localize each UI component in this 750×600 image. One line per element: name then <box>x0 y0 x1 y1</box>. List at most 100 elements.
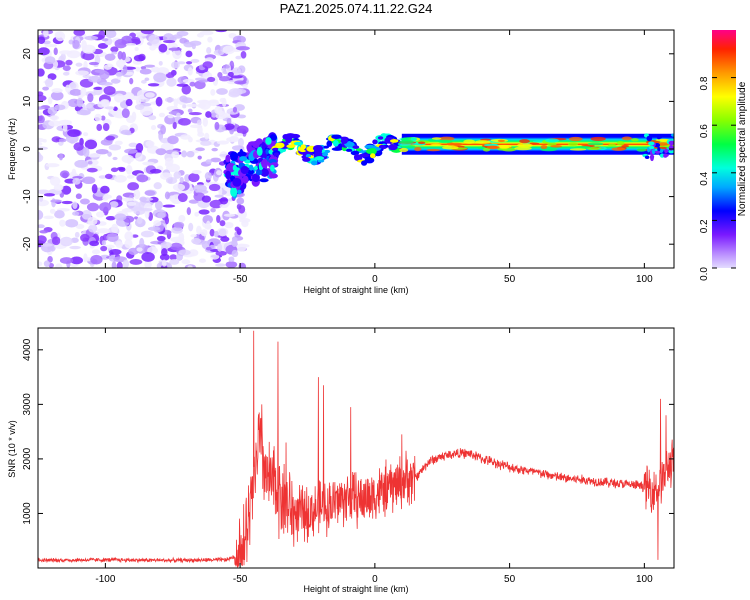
spectrogram-noise-blob <box>117 51 123 60</box>
spectrogram-noise-blob <box>172 183 186 191</box>
spectrogram-noise-blob <box>88 61 100 66</box>
spectrogram-tail-blob <box>657 146 661 152</box>
spectrogram-noise-blob <box>142 161 155 166</box>
spectrogram-wave-blob <box>314 156 325 161</box>
snr-xtick-label-4: 100 <box>636 574 653 585</box>
spectrogram-noise-blob <box>219 97 226 103</box>
spectrogram-noise-blob <box>148 34 160 45</box>
spectrogram-noise-blob <box>105 30 117 39</box>
spectrogram-noise-blob <box>220 236 230 242</box>
spectrogram-band-blob <box>431 137 442 140</box>
spectrogram-noise-blob <box>90 254 103 265</box>
snr-xtick-label-2: 0 <box>372 574 378 585</box>
spectrogram-noise-blob <box>58 153 64 161</box>
spectrogram-noise-blob <box>121 154 134 164</box>
spectrogram-noise-blob <box>38 142 43 146</box>
spectrogram-noise-blob <box>123 64 128 75</box>
spectrogram-noise-blob <box>96 228 111 234</box>
colorbar-tick-label-2: 0.4 <box>699 171 710 185</box>
spectrogram-noise-blob <box>38 110 42 117</box>
spectrogram-noise-blob <box>188 199 199 204</box>
spectrogram-noise-blob <box>75 223 85 230</box>
spectrogram-noise-blob <box>236 125 249 135</box>
spectrogram-cluster-blob <box>247 169 255 175</box>
spectrogram-noise-blob <box>222 45 235 55</box>
spectrogram-noise-blob <box>75 70 89 76</box>
snr-axes: -100 -50 0 50 100 1000 2000 3000 4000 <box>22 328 674 585</box>
spectrogram-noise-blob <box>114 174 127 183</box>
spectrogram-noise-blob <box>196 225 202 235</box>
spectrogram-noise-blob <box>82 52 95 61</box>
spectrogram-noise-blob <box>134 104 145 110</box>
snr-xtick-label-3: 50 <box>504 574 516 585</box>
spectrogram-tail-blob <box>670 133 674 137</box>
spectrogram-noise-blob <box>173 98 178 108</box>
spectrogram-noise-blob <box>144 64 156 68</box>
spectrogram-noise-blob <box>135 142 144 153</box>
spectrogram-cluster-blob <box>261 141 266 151</box>
spectrogram-noise-blob <box>232 88 247 95</box>
spectrogram-noise-blob <box>235 55 242 60</box>
spectrogram-noise-blob <box>180 134 191 140</box>
spectrogram-noise-blob <box>231 249 239 258</box>
spectrogram-wave-blob <box>378 144 386 149</box>
spectrogram-cluster-blob <box>256 146 263 156</box>
spectrogram-noise-blob <box>76 109 91 116</box>
spectrogram-image <box>38 30 674 268</box>
spectrogram-noise-blob <box>186 150 195 158</box>
spectrogram-cluster-blob <box>237 189 242 195</box>
snr-ytick-label-1: 2000 <box>22 447 33 470</box>
spectrogram-band-blob <box>474 140 491 144</box>
spectrogram-cluster-blob <box>230 186 238 197</box>
spectrogram-noise-blob <box>186 207 192 216</box>
spectrogram-noise-blob <box>116 261 123 268</box>
snr-ytick-label-0: 1000 <box>22 502 33 525</box>
spectrogram-noise-blob <box>235 46 250 51</box>
spectrogram-band-blob <box>514 146 532 151</box>
spectrogram-noise-blob <box>120 129 132 135</box>
spectrogram-noise-blob <box>213 230 219 238</box>
spectrogram-noise-blob <box>135 151 143 161</box>
figure-title: PAZ1.2025.074.11.22.G24 <box>280 1 433 16</box>
spectrogram-noise-blob <box>206 76 216 83</box>
spectrogram-noise-blob <box>157 212 166 219</box>
spectrogram-noise-blob <box>190 234 197 238</box>
spectrogram-noise-blob <box>210 157 222 163</box>
spectrogram-noise-blob <box>81 210 92 220</box>
spectrogram-wave-blob <box>369 153 376 159</box>
spectrogram-noise-blob <box>43 40 51 45</box>
spectrogram-tail-blob <box>668 140 674 146</box>
spectrogram-noise-blob <box>155 148 167 156</box>
spectrogram-noise-blob <box>121 108 130 119</box>
spectrogram-noise-blob <box>202 61 213 69</box>
spectrogram-noise-blob <box>129 259 143 265</box>
spectrogram-tail-blob <box>648 145 655 150</box>
spectrogram-noise-blob <box>54 104 66 111</box>
spectrogram-noise-blob <box>114 39 128 49</box>
spectrogram-noise-blob <box>124 239 133 249</box>
spectrogram-cluster-blob <box>270 164 275 172</box>
spectrogram-cluster-blob <box>249 164 254 171</box>
spectrogram-noise-blob <box>127 182 140 191</box>
spectrogram-cluster-blob <box>225 154 231 163</box>
spectrogram-noise-blob <box>219 197 229 205</box>
spectrogram-noise-blob <box>164 191 170 200</box>
spectrogram-band-blob <box>659 139 668 143</box>
spectrogram-wave-blob <box>345 148 353 152</box>
spectrogram-noise-blob <box>100 245 108 252</box>
spectrogram-band-blob <box>519 139 530 144</box>
spectrogram-noise-blob <box>125 165 133 175</box>
spectrogram-cluster-blob <box>265 148 270 155</box>
spectrogram-noise-blob <box>38 94 47 102</box>
spectrogram-tail-blob <box>659 153 665 158</box>
spectrogram-wave-blob <box>355 148 362 152</box>
spectrogram-band-blob <box>438 139 453 144</box>
spectrogram-noise-blob <box>178 249 191 256</box>
spectrogram-noise-blob <box>204 132 210 140</box>
spectrogram-noise-blob <box>87 93 94 103</box>
spectrogram-cluster-blob <box>242 175 249 184</box>
snr-ytick-label-3: 4000 <box>22 338 33 361</box>
spectrogram-noise-blob <box>99 70 110 80</box>
spectrogram-noise-blob <box>205 220 211 229</box>
spectrogram-noise-blob <box>158 60 163 66</box>
